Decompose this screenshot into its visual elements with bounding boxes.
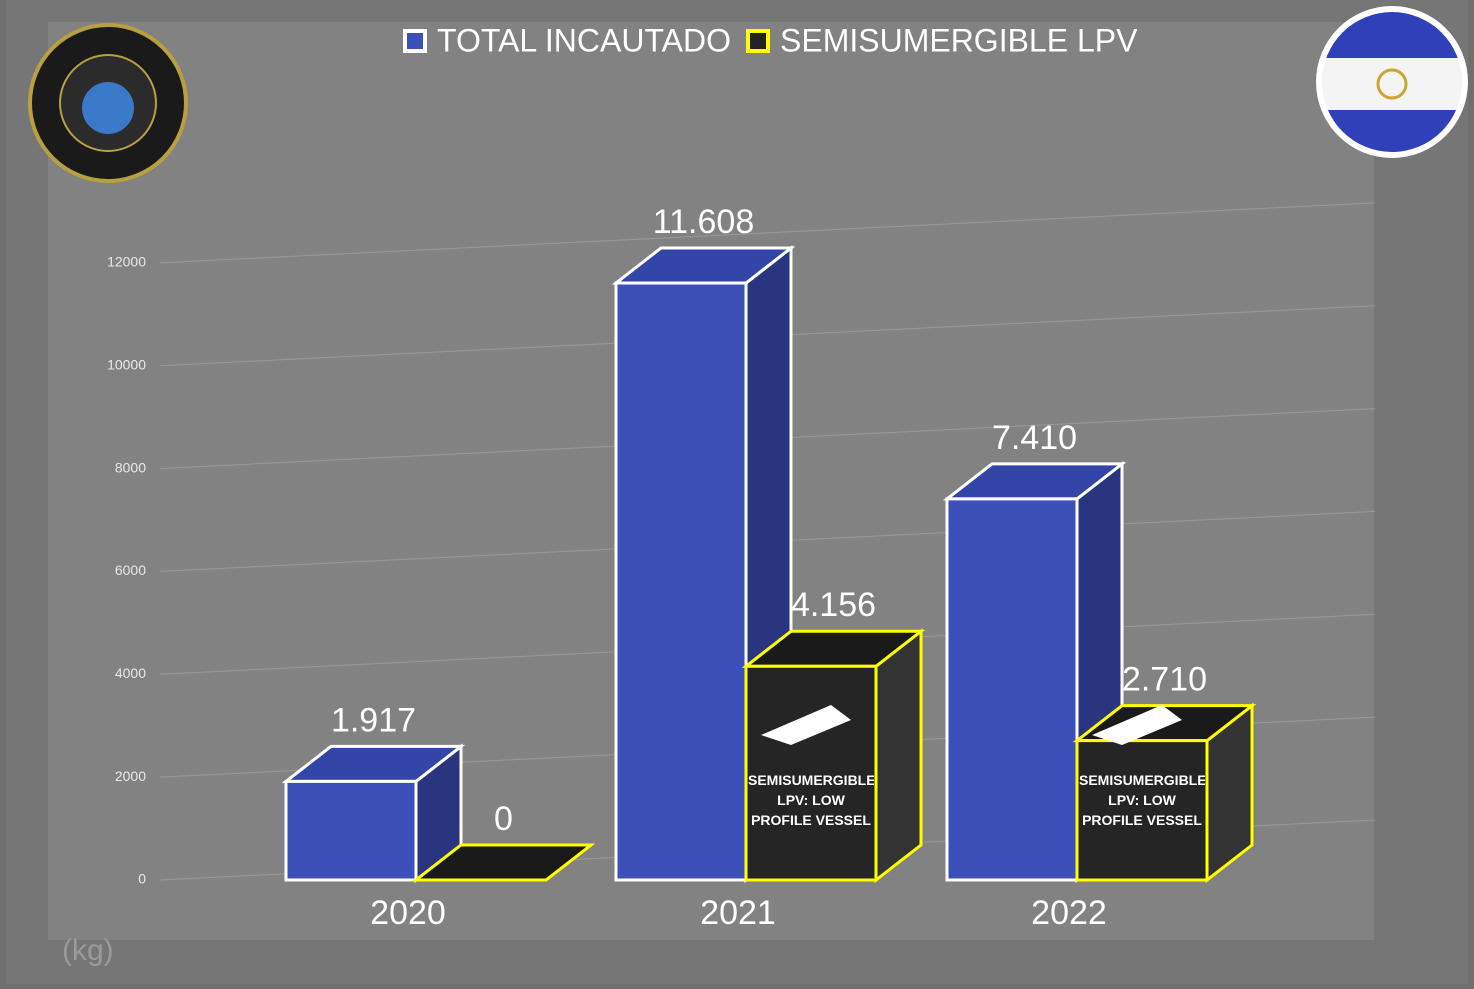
bar bbox=[947, 499, 1077, 880]
y-tick-label: 12000 bbox=[107, 254, 146, 270]
value-label: 0 bbox=[494, 800, 513, 838]
value-label: 2.710 bbox=[1122, 661, 1207, 699]
legend-swatch bbox=[748, 31, 768, 51]
y-tick-label: 8000 bbox=[115, 459, 146, 475]
value-label: 4.156 bbox=[791, 586, 876, 624]
legend-swatch bbox=[405, 31, 425, 51]
y-tick-label: 6000 bbox=[115, 562, 146, 578]
bar-side bbox=[876, 631, 921, 880]
chart: (kg) 0 2000 4000 6000 8000 10000 12000 TOTAL IN… bbox=[0, 0, 1474, 984]
y-tick-label: 2000 bbox=[115, 768, 146, 784]
bar bbox=[286, 781, 416, 880]
x-tick-label: 2022 bbox=[1031, 894, 1107, 932]
value-label: 11.608 bbox=[653, 203, 754, 241]
bar-note: SEMISUMERGIBLE LPV: LOW PROFILE VESSEL bbox=[1079, 770, 1205, 840]
y-tick-label: 10000 bbox=[107, 356, 146, 372]
page: {"chart_data": {"type": "bar3d", "catego… bbox=[0, 0, 1474, 984]
value-label: 7.410 bbox=[992, 419, 1077, 457]
bar-note-text: SEMISUMERGIBLE LPV: LOW PROFILE VESSEL bbox=[748, 770, 874, 830]
x-tick-label: 2021 bbox=[700, 894, 776, 932]
legend-label: SEMISUMERGIBLE LPV bbox=[780, 22, 1138, 58]
y-tick-label: 4000 bbox=[115, 665, 146, 681]
bar-note-text: SEMISUMERGIBLE LPV: LOW PROFILE VESSEL bbox=[1079, 770, 1205, 830]
bar bbox=[616, 283, 746, 880]
legend-label: TOTAL INCAUTADO bbox=[437, 22, 731, 58]
bar-note: SEMISUMERGIBLE LPV: LOW PROFILE VESSEL bbox=[748, 770, 874, 840]
value-label: 1.917 bbox=[331, 701, 416, 739]
logo bbox=[30, 25, 186, 181]
y-tick-label: 0 bbox=[138, 871, 146, 887]
x-tick-label: 2020 bbox=[370, 894, 446, 932]
y-axis-label: (kg) bbox=[62, 934, 114, 967]
